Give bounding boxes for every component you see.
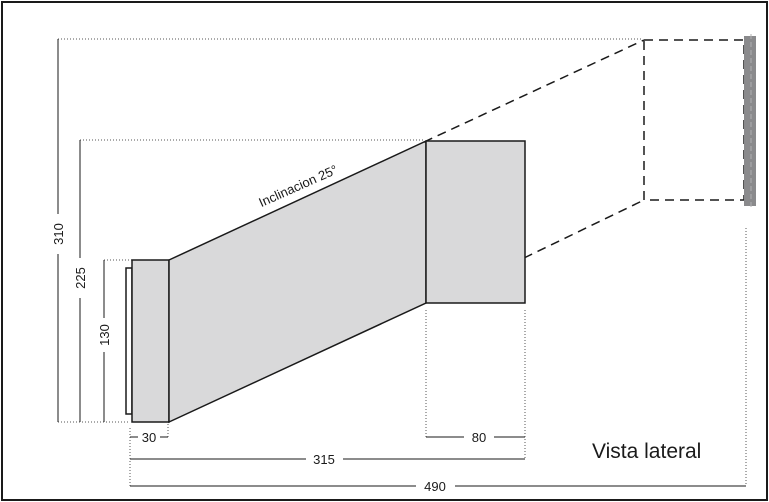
outlet-box	[425, 140, 526, 304]
horizontal-dimension-lines	[130, 436, 746, 487]
collar	[131, 259, 170, 423]
dim-duct-length: 315	[313, 452, 335, 467]
extension-lines	[58, 38, 747, 486]
collar-lip	[125, 267, 133, 415]
wall	[744, 36, 756, 206]
dim-total-length: 490	[424, 479, 446, 494]
vertical-dimension-lines	[57, 39, 105, 422]
dim-outlet-width: 80	[472, 430, 486, 445]
dim-total-height: 310	[51, 223, 66, 245]
dim-duct-height: 225	[73, 267, 88, 289]
duct-assembly	[125, 140, 526, 424]
dim-collar-width: 30	[142, 430, 156, 445]
dim-collar-height: 130	[97, 324, 112, 346]
view-title: Vista lateral	[592, 440, 701, 463]
